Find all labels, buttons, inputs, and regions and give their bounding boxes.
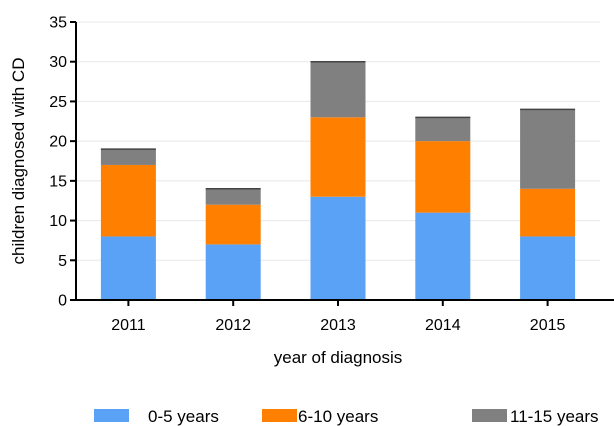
bars bbox=[100, 60, 576, 300]
bar-segment bbox=[310, 196, 366, 300]
legend-label: 6-10 years bbox=[298, 407, 378, 426]
bar-segment bbox=[520, 109, 576, 189]
bar-segment bbox=[100, 164, 156, 237]
bar-segment bbox=[310, 117, 366, 197]
legend-swatch bbox=[472, 409, 507, 422]
bar-segment bbox=[415, 117, 471, 142]
bar-segment bbox=[205, 188, 261, 205]
legend-label: 11-15 years bbox=[510, 407, 599, 426]
axes bbox=[70, 21, 614, 306]
bar-segment bbox=[310, 61, 366, 118]
y-tick-label: 5 bbox=[58, 253, 67, 270]
bar-segment bbox=[100, 149, 156, 165]
x-axis-title: year of diagnosis bbox=[274, 348, 403, 367]
bar-segment bbox=[520, 236, 576, 300]
y-tick-label: 15 bbox=[49, 173, 67, 190]
bar-segment bbox=[520, 188, 576, 237]
bar-segment bbox=[100, 236, 156, 300]
y-tick-label: 0 bbox=[58, 293, 67, 310]
x-tick-label: 2015 bbox=[530, 317, 566, 334]
y-tick-label: 20 bbox=[49, 134, 67, 151]
x-tick-label: 2013 bbox=[320, 317, 356, 334]
legend-label: 0-5 years bbox=[148, 407, 219, 426]
bar-segment bbox=[205, 244, 261, 300]
bar-segment bbox=[205, 204, 261, 245]
x-tick-label: 2014 bbox=[425, 317, 461, 334]
legend-swatch bbox=[262, 409, 297, 422]
x-tick-label: 2012 bbox=[215, 317, 251, 334]
x-tick-label: 2011 bbox=[111, 317, 146, 334]
y-tick-label: 25 bbox=[49, 94, 67, 111]
legend: 0-5 years 6-10 years 11-15 years bbox=[94, 407, 599, 426]
y-tick-label: 30 bbox=[49, 54, 67, 71]
legend-swatch bbox=[94, 409, 129, 422]
y-tick-label: 10 bbox=[49, 213, 67, 230]
bar-segment bbox=[415, 141, 471, 213]
y-tick-label: 35 bbox=[49, 15, 67, 32]
y-axis-title: children diagnosed with CD bbox=[9, 58, 28, 265]
tick-labels: 0 5 10 15 20 25 30 35 2011 2012 2013 2014 2015 bbox=[49, 15, 565, 335]
bar-segment bbox=[415, 212, 471, 300]
